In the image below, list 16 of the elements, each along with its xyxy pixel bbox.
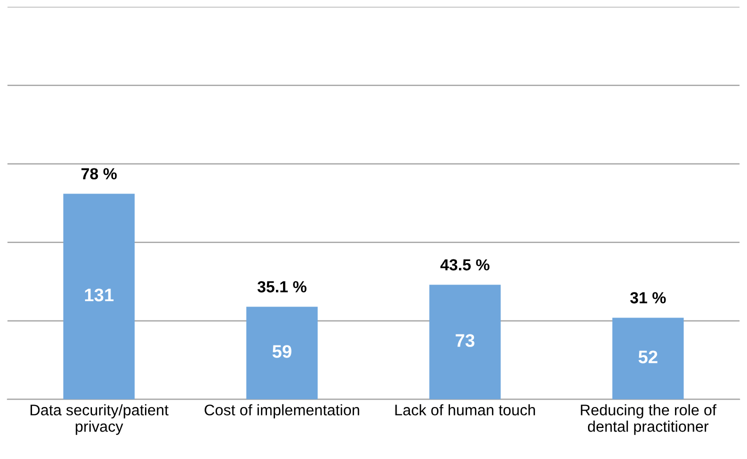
- annotation: 78 %: [81, 168, 117, 180]
- annotation: 43.5 %: [440, 259, 490, 270]
- bar: [429, 284, 501, 400]
- bar: [246, 306, 318, 400]
- bar: [612, 318, 684, 400]
- data-label: 59: [272, 345, 292, 358]
- data-label: 131: [85, 288, 114, 302]
- x-tick-label: Reducing the role of dental practitioner: [580, 404, 716, 435]
- annotation: 31 %: [630, 292, 666, 304]
- x-tick-label: Data security/patient privacy: [30, 404, 169, 435]
- data-label: 73: [456, 334, 474, 347]
- data-label: 52: [638, 350, 658, 364]
- annotation: 35.1 %: [258, 281, 306, 292]
- x-tick-label: Lack of human touch: [395, 404, 535, 416]
- x-tick-label: Cost of implementation: [204, 404, 360, 418]
- bar: [63, 194, 135, 400]
